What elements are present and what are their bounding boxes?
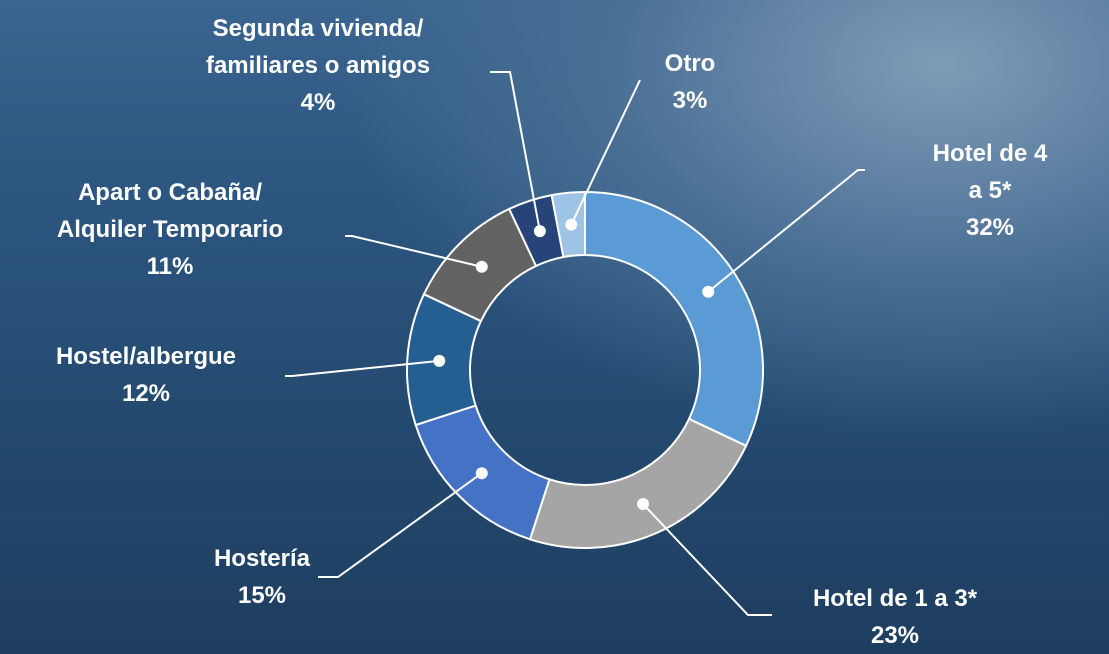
donut-slice — [530, 419, 746, 548]
value-label: 12% — [56, 375, 236, 412]
leader-dot — [702, 286, 714, 298]
value-label: 23% — [813, 617, 977, 654]
leader-dot — [637, 498, 649, 510]
leader-dot — [476, 467, 488, 479]
page: (() => { const data = JSON.parse(documen… — [0, 0, 1109, 654]
category-name: Otro — [665, 45, 716, 82]
value-label: 3% — [665, 82, 716, 119]
category-name: Segunda vivienda/ familiares o amigos — [206, 10, 430, 84]
category-name: Hostería — [214, 540, 310, 577]
leader-dot — [433, 355, 445, 367]
value-label: 4% — [206, 84, 430, 121]
category-name: Apart o Cabaña/ Alquiler Temporario — [57, 174, 283, 248]
slice-label: Hotel de 4 a 5*32% — [931, 135, 1050, 246]
value-label: 11% — [57, 248, 283, 285]
leader-dot — [534, 225, 546, 237]
slice-label: Hotel de 1 a 3*23% — [813, 580, 977, 654]
chart — [0, 0, 1109, 654]
value-label: 15% — [214, 577, 310, 614]
donut-slice — [585, 192, 763, 446]
category-name: Hotel de 1 a 3* — [813, 580, 977, 617]
leader-line — [708, 170, 865, 292]
category-name: Hotel de 4 a 5* — [931, 135, 1050, 209]
category-name: Hostel/albergue — [56, 338, 236, 375]
leader-dot — [476, 261, 488, 273]
value-label: 32% — [931, 209, 1050, 246]
leader-dot — [565, 219, 577, 231]
